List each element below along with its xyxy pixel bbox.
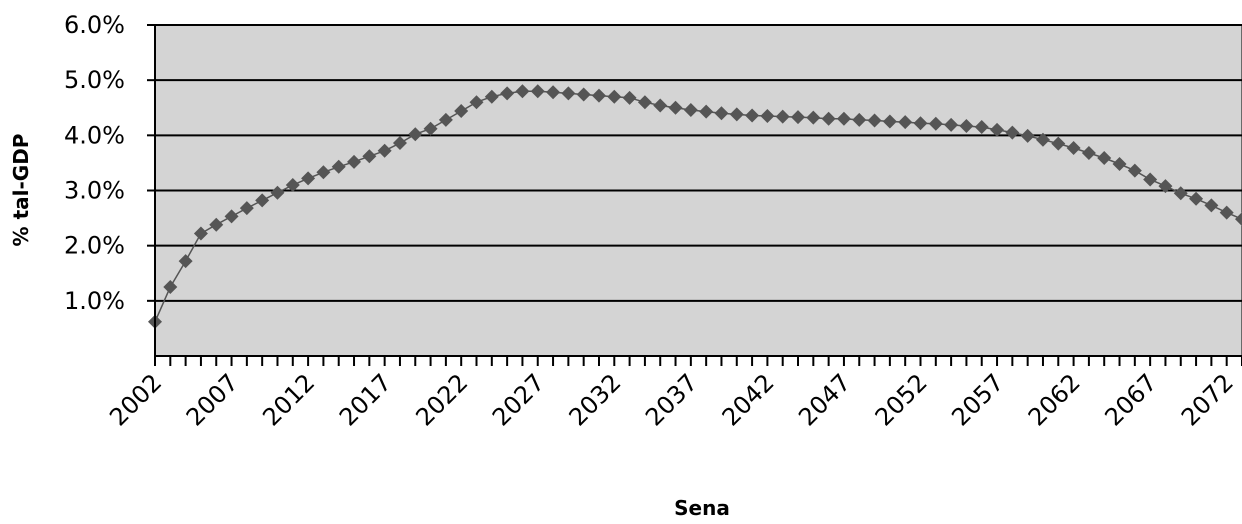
x-tick-label: 2037 [640, 368, 703, 431]
data-point [622, 90, 637, 105]
data-point [1081, 145, 1096, 160]
data-point [1005, 125, 1020, 140]
x-tick-label: 2012 [257, 368, 320, 431]
data-point [438, 112, 453, 127]
data-point [806, 110, 821, 125]
data-point [867, 113, 882, 128]
data-point [653, 98, 668, 113]
series-layer [148, 84, 1242, 329]
data-point [882, 114, 897, 129]
y-tick-label: 3.0% [64, 177, 125, 205]
data-point [928, 116, 943, 131]
data-point [668, 100, 683, 115]
data-point [852, 112, 867, 127]
data-point [484, 89, 499, 104]
data-point [469, 95, 484, 110]
x-tick-label: 2062 [1023, 368, 1086, 431]
data-point [270, 185, 285, 200]
data-point [1235, 212, 1242, 227]
x-tick-label: 2007 [181, 368, 244, 431]
data-point [745, 108, 760, 123]
y-tick-label: 4.0% [64, 121, 125, 149]
y-tick-label: 6.0% [64, 11, 125, 39]
data-point [1097, 150, 1112, 165]
data-point [316, 165, 331, 180]
data-point [1020, 128, 1035, 143]
data-point [1173, 186, 1188, 201]
data-point [944, 117, 959, 132]
x-tick-label: 2002 [104, 368, 167, 431]
x-tick-label: 2017 [334, 368, 397, 431]
y-tick-label: 1.0% [64, 287, 125, 315]
data-point [990, 122, 1005, 137]
data-point [836, 111, 851, 126]
data-point [561, 86, 576, 101]
data-point [255, 193, 270, 208]
data-point [1219, 205, 1234, 220]
data-point [576, 87, 591, 102]
data-point [224, 209, 239, 224]
x-tick-label: 2022 [410, 368, 473, 431]
x-axis-title: Sena [674, 496, 730, 520]
x-tick-label: 2067 [1099, 368, 1162, 431]
x-tick-label: 2052 [870, 368, 933, 431]
axes [147, 24, 1242, 366]
data-point [1127, 163, 1142, 178]
data-point [1204, 198, 1219, 213]
data-point [699, 104, 714, 119]
data-point [729, 107, 744, 122]
data-point [898, 115, 913, 130]
data-point [500, 86, 515, 101]
x-tick-label: 2032 [564, 368, 627, 431]
data-point [607, 89, 622, 104]
data-point [546, 85, 561, 100]
data-point [377, 143, 392, 158]
data-point [1112, 157, 1127, 172]
data-point [591, 88, 606, 103]
data-point [408, 127, 423, 142]
data-point [714, 106, 729, 121]
data-point [347, 154, 362, 169]
data-point [1035, 132, 1050, 147]
data-point [821, 111, 836, 126]
data-point [362, 149, 377, 164]
y-axis-title: % tal-GDP [9, 134, 33, 247]
data-point [913, 116, 928, 131]
data-point [285, 177, 300, 192]
data-point [331, 159, 346, 174]
x-tick-label: 2057 [946, 368, 1009, 431]
data-point [959, 118, 974, 133]
data-point [1189, 191, 1204, 206]
data-point [392, 136, 407, 151]
y-tick-label: 5.0% [64, 66, 125, 94]
data-point [209, 217, 224, 232]
data-point [178, 254, 193, 269]
data-point [1051, 136, 1066, 151]
data-point [637, 95, 652, 110]
data-point [515, 84, 530, 99]
data-point [193, 226, 208, 241]
data-point [301, 171, 316, 186]
y-tick-label: 2.0% [64, 232, 125, 260]
x-tick-label: 2027 [487, 368, 550, 431]
data-point [791, 110, 806, 125]
data-point [1158, 179, 1173, 194]
data-point [454, 104, 469, 119]
x-tick-label: 2047 [793, 368, 856, 431]
data-point [530, 84, 545, 99]
data-point [760, 109, 775, 124]
data-point [1066, 141, 1081, 156]
data-point [423, 121, 438, 136]
x-tick-label: 2072 [1176, 368, 1239, 431]
data-point [974, 120, 989, 135]
data-point [775, 109, 790, 124]
gridlines [155, 24, 1242, 302]
data-point [683, 102, 698, 117]
data-point [239, 201, 254, 216]
data-point [1143, 172, 1158, 187]
x-tick-label: 2042 [717, 368, 780, 431]
data-point [163, 280, 178, 295]
